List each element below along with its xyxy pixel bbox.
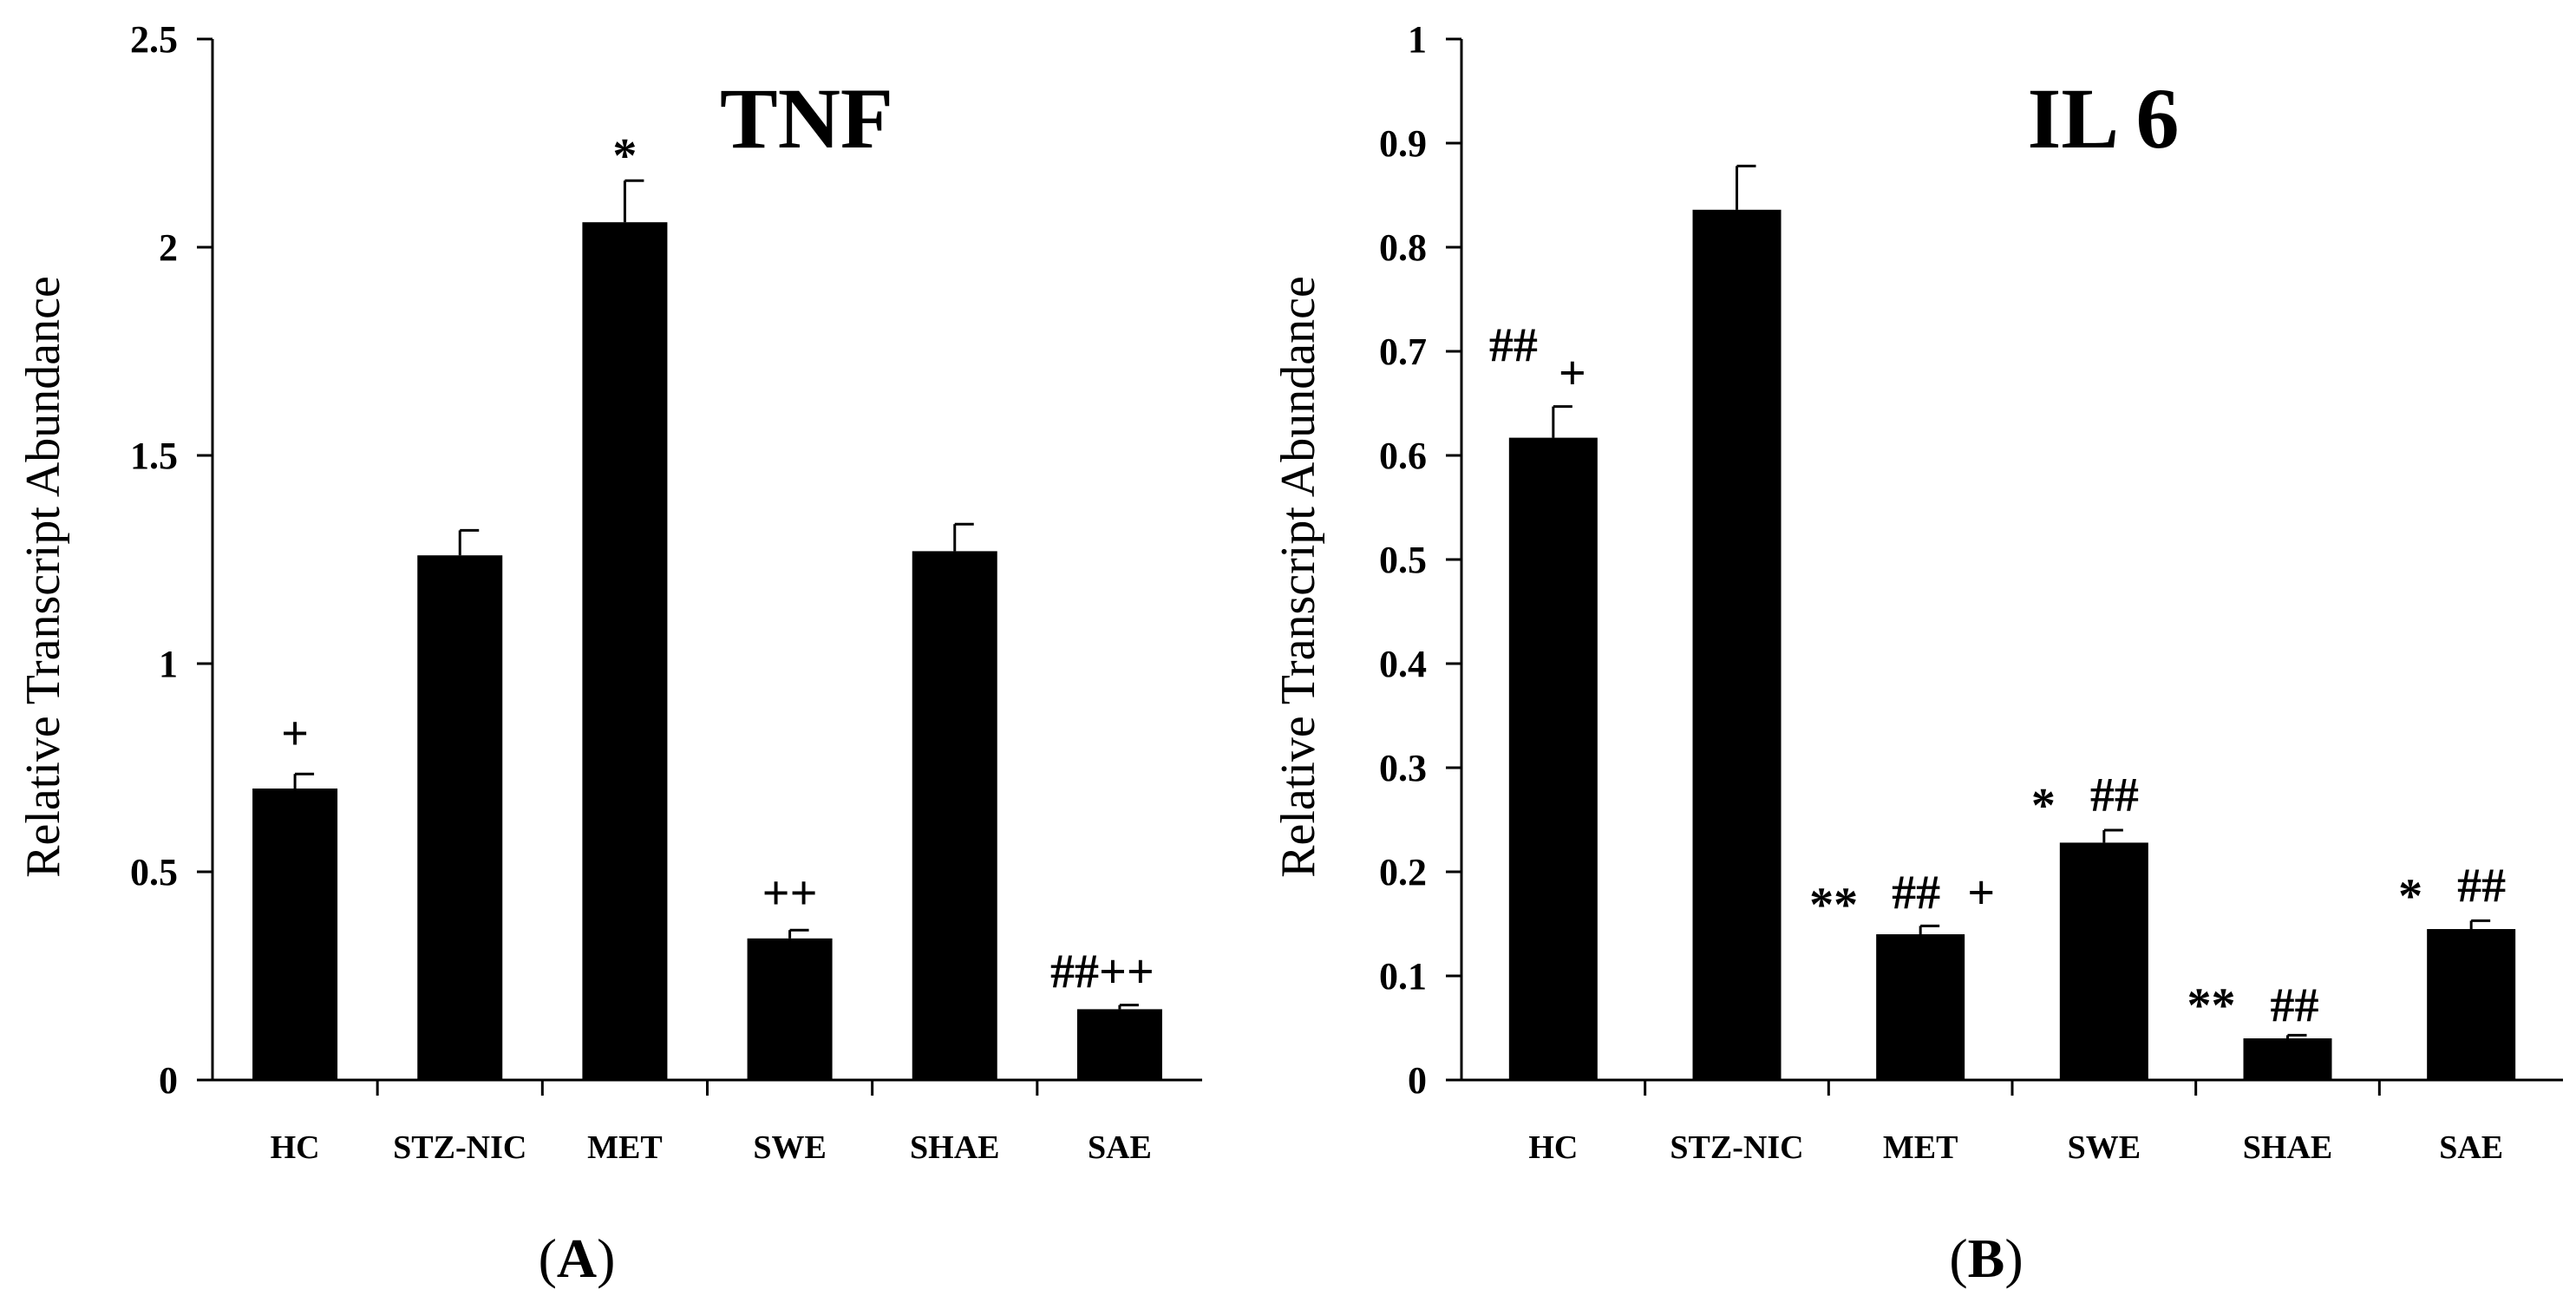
- x-tick-label: SAE: [1088, 1129, 1152, 1166]
- x-tick-label: SHAE: [910, 1129, 999, 1166]
- bar-shae: [2243, 1038, 2332, 1080]
- x-tick-label: STZ-NIC: [393, 1129, 526, 1166]
- y-tick-label: 0.9: [1379, 122, 1427, 165]
- x-tick-label: SWE: [2068, 1129, 2141, 1166]
- x-tick-label: MET: [1883, 1129, 1958, 1166]
- y-tick-label: 1: [159, 643, 178, 685]
- significance-label: * ##: [2398, 859, 2506, 923]
- y-tick-label: 1.5: [130, 435, 178, 477]
- y-tick-label: 0.3: [1379, 747, 1427, 789]
- panel-letter: A: [557, 1227, 597, 1289]
- x-tick-label: SAE: [2439, 1129, 2503, 1166]
- chart-title: TNF: [720, 70, 893, 167]
- y-tick-label: 2.5: [130, 18, 178, 61]
- bar-swe: [2059, 842, 2148, 1080]
- y-tick-label: 0.5: [1379, 539, 1427, 581]
- bar-sae: [1076, 1009, 1162, 1080]
- significance-label: ** ##: [2187, 978, 2319, 1032]
- y-tick-label: 0.6: [1379, 435, 1427, 477]
- y-axis-label: Relative Transcript Abundance: [1272, 276, 1325, 878]
- bar-hc: [1508, 437, 1598, 1081]
- panel-label: (B): [1949, 1227, 2023, 1289]
- y-tick-label: 2: [159, 226, 178, 269]
- y-tick-label: 0: [159, 1059, 178, 1102]
- bar-swe: [747, 938, 833, 1080]
- x-tick-label: HC: [1528, 1129, 1578, 1166]
- x-tick-label: SHAE: [2243, 1129, 2332, 1166]
- x-tick-label: SWE: [753, 1129, 826, 1166]
- y-tick-label: 0.2: [1379, 851, 1427, 893]
- significance-label: ##++: [1050, 946, 1154, 999]
- x-tick-label: MET: [587, 1129, 663, 1166]
- x-tick-label: STZ-NIC: [1670, 1129, 1803, 1166]
- significance-label: ##+: [1489, 319, 1586, 401]
- bar-stz-nic: [1692, 209, 1782, 1081]
- y-tick-label: 0.8: [1379, 226, 1427, 269]
- bar-met: [582, 222, 668, 1080]
- y-tick-label: 0.1: [1379, 955, 1427, 998]
- panel-label: (A): [539, 1227, 616, 1289]
- significance-label: ++: [762, 867, 818, 920]
- bar-met: [1876, 934, 1965, 1080]
- y-tick-label: 0.5: [130, 851, 178, 893]
- significance-label: *: [612, 129, 637, 183]
- bar-hc: [252, 789, 338, 1080]
- y-tick-label: 1: [1408, 18, 1427, 61]
- chart-tnf: Relative Transcript Abundance TNF (A) 0 0…: [16, 18, 1202, 1289]
- y-tick-label: 0.4: [1379, 643, 1427, 685]
- x-tick-label: HC: [271, 1129, 320, 1166]
- chart-il6: Relative Transcript Abundance IL 6 (B) 0…: [1272, 18, 2563, 1289]
- significance-label: ** ## +: [1809, 866, 1995, 932]
- y-axis-label: Relative Transcript Abundance: [16, 276, 70, 878]
- bar-sae: [2427, 929, 2516, 1080]
- bar-stz-nic: [417, 555, 503, 1080]
- significance-label: +: [281, 707, 309, 761]
- y-tick-label: 0: [1408, 1059, 1427, 1102]
- y-tick-label: 0.7: [1379, 331, 1427, 373]
- significance-label: * ##: [2031, 769, 2139, 833]
- chart-title: IL 6: [2027, 70, 2179, 167]
- bar-shae: [912, 551, 997, 1080]
- panel-letter: B: [1968, 1227, 2005, 1289]
